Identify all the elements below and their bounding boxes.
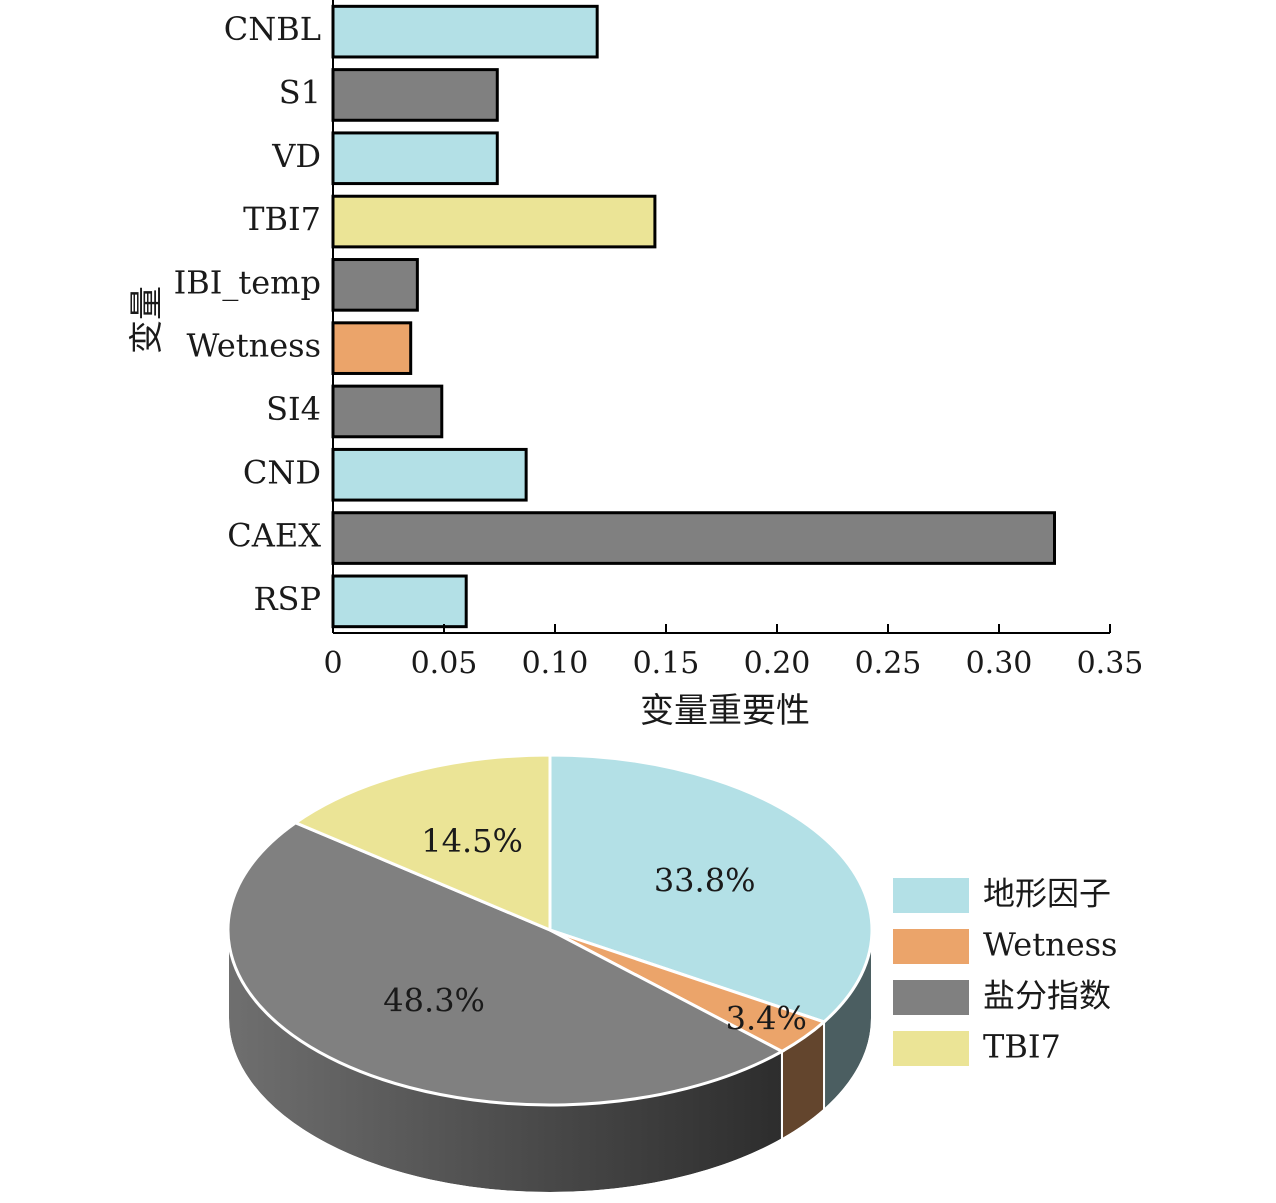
legend: 地形因子 Wetness 盐分指数 TBI7: [893, 875, 1117, 1066]
bar-cnd: [331, 447, 528, 502]
x-tick-label: 0.25: [855, 646, 922, 681]
bar-si4: [331, 384, 444, 439]
pie-slice-33-8: [548, 753, 874, 1024]
y-axis-title: 变量: [127, 286, 167, 354]
category-label-rsp: RSP: [253, 580, 321, 618]
x-tick-label: 0: [323, 646, 342, 681]
pie-slice-48-3: [226, 821, 786, 1107]
x-tick-label: 0.20: [744, 646, 811, 681]
bar-ibi-temp: [331, 258, 419, 312]
category-label-s1: S1: [279, 73, 321, 111]
category-label-ibi-temp: IBI_temp: [174, 263, 321, 301]
category-label-si4: SI4: [266, 390, 321, 428]
pie-label-33-8: 33.8%: [654, 862, 756, 900]
x-tick-label: 0.30: [966, 646, 1033, 681]
legend-label: 盐分指数: [983, 977, 1111, 1015]
bar-s1: [331, 68, 499, 122]
legend-label: Wetness: [983, 926, 1117, 964]
legend-swatch: [893, 929, 969, 964]
category-label-caex: CAEX: [227, 517, 321, 555]
category-labels: CNBL S1 VD TBI7 IBI_temp Wetness SI4 CND CAEX RSP: [174, 10, 322, 618]
bar-vd: [331, 131, 499, 186]
category-label-wetness: Wetness: [187, 327, 321, 365]
x-axis-title: 变量重要性: [640, 691, 810, 731]
category-label-tbi7: TBI7: [243, 200, 321, 238]
bar-chart: CNBL S1 VD TBI7 IBI_temp Wetness SI4 CND CAEX RSP…: [127, 0, 1143, 731]
pie-slice-14-5: [292, 753, 552, 933]
bar-wetness: [331, 321, 413, 375]
category-label-cnbl: CNBL: [224, 10, 321, 48]
pie-chart: 33.8% 3.4% 48.3% 14.5%: [226, 753, 874, 1194]
category-label-cnd: CND: [243, 453, 321, 491]
bar-caex: [331, 511, 1056, 565]
pie-slices: [226, 753, 874, 1107]
x-tick-label: 0.10: [522, 646, 589, 681]
legend-label: TBI7: [983, 1028, 1061, 1066]
x-tick-label: 0.15: [633, 646, 700, 681]
legend-swatch: [893, 878, 969, 913]
bar-tbi7: [331, 194, 657, 249]
bar-rsp: [331, 574, 468, 629]
x-axis-ticks: 0 0.05 0.10 0.15 0.20 0.25 0.30 0.35: [323, 624, 1143, 681]
legend-swatch: [893, 1031, 969, 1066]
legend-label: 地形因子: [983, 875, 1111, 913]
bar-cnbl: [331, 4, 599, 59]
legend-swatch: [893, 980, 969, 1015]
pie-rim: [227, 1017, 873, 1194]
x-tick-label: 0.35: [1077, 646, 1144, 681]
x-tick-label: 0.05: [411, 646, 478, 681]
category-label-vd: VD: [271, 137, 321, 175]
pie-label-48-3: 48.3%: [383, 981, 485, 1019]
bar-series: [331, 4, 1056, 629]
pie-label-3-4: 3.4%: [726, 1000, 807, 1038]
pie-side: [227, 929, 873, 1194]
pie-labels: 33.8% 3.4% 48.3% 14.5%: [383, 822, 807, 1038]
pie-label-14-5: 14.5%: [421, 822, 523, 860]
